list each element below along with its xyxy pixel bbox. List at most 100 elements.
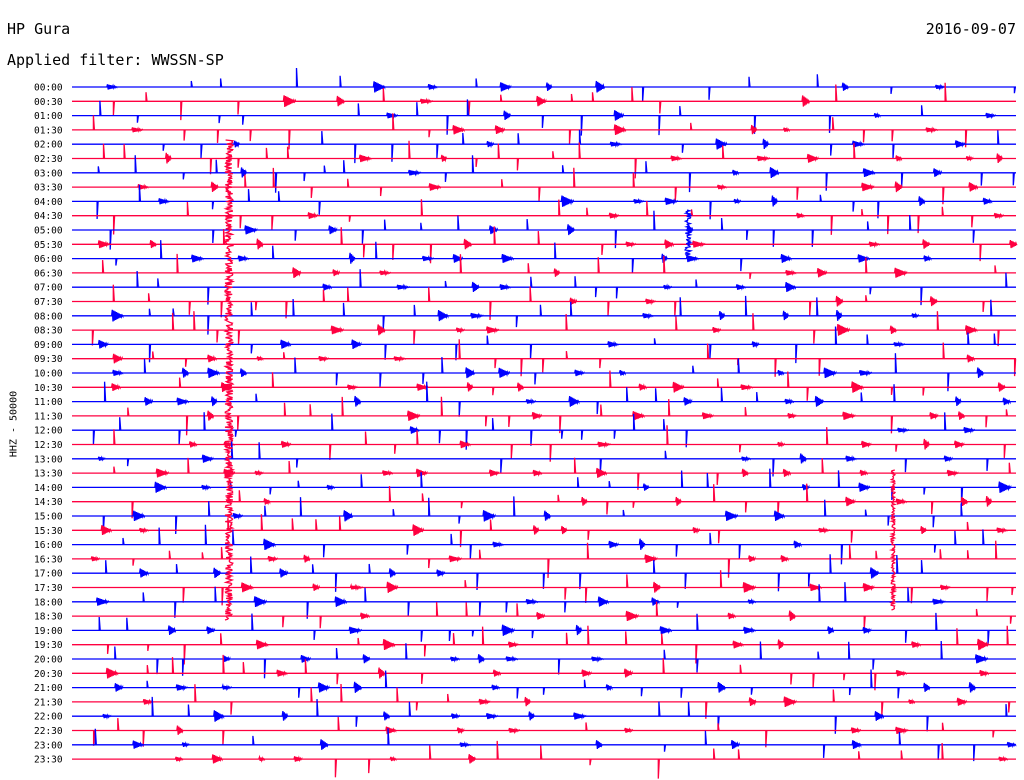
trace-2030 — [72, 654, 1016, 691]
trace-0030 — [72, 82, 1016, 121]
trace-0800 — [72, 295, 1016, 335]
tick-label-1830: 18:30 — [34, 612, 63, 623]
tick-label-1100: 11:00 — [34, 397, 63, 408]
event-burst-1 — [223, 139, 236, 621]
tick-label-1330: 13:30 — [34, 469, 63, 480]
trace-0430 — [72, 199, 1016, 235]
tick-label-0800: 08:00 — [34, 311, 63, 322]
filter-label: Applied filter: WWSSN-SP — [7, 51, 224, 69]
tick-label-1300: 13:00 — [34, 454, 63, 465]
trace-1630 — [72, 540, 1016, 579]
tick-label-0500: 05:00 — [34, 226, 63, 237]
tick-label-1500: 15:00 — [34, 512, 63, 523]
trace-2300 — [72, 728, 1017, 762]
trace-0630 — [72, 253, 1016, 280]
trace-0830 — [72, 311, 1016, 347]
trace-1100 — [72, 381, 1016, 417]
tick-label-0530: 05:30 — [34, 240, 63, 251]
tick-label-2300: 23:00 — [34, 740, 63, 751]
tick-label-0900: 09:00 — [34, 340, 63, 351]
tick-label-0030: 00:30 — [34, 97, 63, 108]
trace-1430 — [72, 483, 1016, 519]
tick-label-0400: 04:00 — [34, 197, 63, 208]
trace-0600 — [72, 240, 1016, 274]
tick-label-2330: 23:30 — [34, 755, 63, 766]
tick-label-0230: 02:30 — [34, 154, 63, 165]
tick-label-0830: 08:30 — [34, 326, 63, 337]
trace-0330 — [72, 167, 1016, 205]
trace-0730 — [72, 284, 1016, 321]
tick-label-0330: 03:30 — [34, 183, 63, 194]
trace-2100 — [72, 669, 1016, 699]
trace-1000 — [72, 353, 1016, 392]
trace-1730 — [72, 570, 1016, 606]
tick-label-1800: 18:00 — [34, 597, 63, 608]
trace-0530 — [72, 226, 1018, 264]
tick-label-2130: 21:30 — [34, 697, 63, 708]
tick-label-0100: 01:00 — [34, 111, 63, 122]
trace-0100 — [72, 99, 1016, 136]
trace-1930 — [72, 625, 1016, 665]
trace-0300 — [72, 155, 1016, 193]
trace-1300 — [72, 439, 1016, 477]
trace-1900 — [72, 612, 1016, 646]
trace-2330 — [72, 740, 1016, 779]
tick-label-0700: 07:00 — [34, 283, 63, 294]
tick-label-1030: 10:30 — [34, 383, 63, 394]
trace-0400 — [72, 184, 1016, 220]
trace-1800 — [72, 582, 1016, 619]
tick-label-0130: 01:30 — [34, 125, 63, 136]
tick-label-1700: 17:00 — [34, 569, 63, 580]
tick-label-1230: 12:30 — [34, 440, 63, 451]
trace-2000 — [72, 640, 1016, 679]
trace-1530 — [72, 514, 1016, 548]
time-tick-labels: 00:00 00:30 01:00 01:30 02:00 02:30 03:00 03:30… — [34, 83, 63, 766]
trace-2200 — [72, 696, 1016, 734]
tick-label-0430: 04:30 — [34, 211, 63, 222]
trace-2130 — [72, 683, 1016, 719]
trace-2230 — [72, 716, 1016, 748]
trace-1500 — [72, 496, 1016, 535]
station-title: HP Gura — [7, 20, 71, 38]
tick-label-2000: 20:00 — [34, 655, 63, 666]
trace-1330 — [72, 457, 1016, 490]
tick-label-1900: 19:00 — [34, 626, 63, 637]
tick-label-1430: 14:30 — [34, 497, 63, 508]
tick-label-0300: 03:00 — [34, 168, 63, 179]
trace-1700 — [72, 554, 1016, 592]
event-burst-3 — [683, 209, 694, 261]
trace-1400 — [72, 468, 1016, 506]
trace-0130 — [72, 113, 1016, 150]
trace-0900 — [72, 326, 1016, 364]
tick-label-2030: 20:30 — [34, 669, 63, 680]
trace-0700 — [72, 269, 1016, 306]
trace-0230 — [72, 140, 1016, 179]
trace-1030 — [72, 370, 1016, 401]
tick-label-0000: 00:00 — [34, 83, 63, 94]
tick-label-1600: 16:00 — [34, 540, 63, 551]
date-label: 2016-09-07 — [925, 20, 1016, 38]
tick-label-0730: 07:30 — [34, 297, 63, 308]
tick-label-1630: 16:30 — [34, 554, 63, 565]
tick-label-2230: 22:30 — [34, 726, 63, 737]
tick-label-1530: 15:30 — [34, 526, 63, 537]
tick-label-1400: 14:00 — [34, 483, 63, 494]
tick-label-0600: 06:00 — [34, 254, 63, 265]
seismic-traces — [72, 67, 1018, 779]
tick-label-1130: 11:30 — [34, 411, 63, 422]
trace-0000 — [72, 67, 1017, 103]
tick-label-1930: 19:30 — [34, 640, 63, 651]
tick-label-2100: 21:00 — [34, 683, 63, 694]
tick-label-1730: 17:30 — [34, 583, 63, 594]
trace-0200 — [72, 129, 1016, 164]
tick-label-0930: 09:30 — [34, 354, 63, 365]
tick-label-1000: 10:00 — [34, 369, 63, 380]
trace-1200 — [72, 412, 1016, 450]
trace-1600 — [72, 524, 1016, 565]
tick-label-0200: 02:00 — [34, 140, 63, 151]
tick-label-2200: 22:00 — [34, 712, 63, 723]
trace-1830 — [72, 601, 1016, 630]
tick-label-0630: 06:30 — [34, 268, 63, 279]
tick-label-1200: 12:00 — [34, 426, 63, 437]
